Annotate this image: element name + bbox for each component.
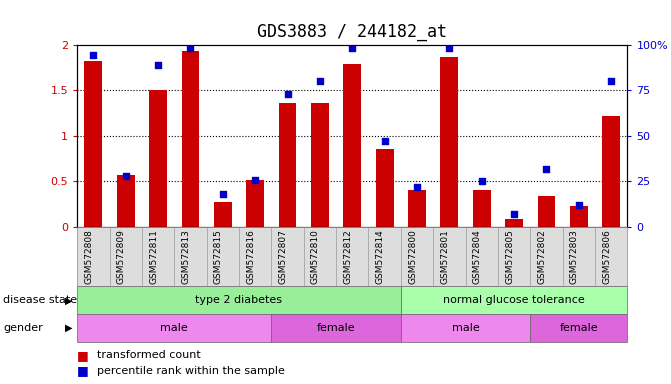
Text: ▶: ▶ [65, 323, 72, 333]
Text: ■: ■ [77, 364, 89, 377]
Point [120, 173, 131, 179]
Bar [214, 202, 231, 227]
Text: GSM572802: GSM572802 [537, 229, 546, 284]
Text: GSM572801: GSM572801 [440, 229, 450, 284]
Text: GSM572810: GSM572810 [311, 229, 320, 284]
Text: GSM572814: GSM572814 [376, 229, 384, 284]
Point [411, 184, 422, 190]
Text: female: female [560, 323, 598, 333]
Text: GSM572806: GSM572806 [602, 229, 611, 284]
Point [217, 191, 228, 197]
Point [88, 53, 99, 59]
Text: transformed count: transformed count [97, 350, 201, 360]
Text: GSM572805: GSM572805 [505, 229, 514, 284]
Point [476, 178, 487, 184]
Point [185, 45, 196, 51]
Point [282, 91, 293, 97]
Text: GSM572811: GSM572811 [149, 229, 158, 284]
Point [541, 166, 552, 172]
Bar [85, 61, 102, 227]
Point [444, 45, 455, 51]
Text: GSM572815: GSM572815 [214, 229, 223, 284]
Text: percentile rank within the sample: percentile rank within the sample [97, 366, 285, 376]
Bar [570, 206, 588, 227]
Text: GDS3883 / 244182_at: GDS3883 / 244182_at [257, 23, 448, 41]
Text: GSM572803: GSM572803 [570, 229, 579, 284]
Text: ■: ■ [77, 349, 89, 362]
Text: gender: gender [3, 323, 43, 333]
Bar [440, 57, 458, 227]
Point [606, 78, 617, 84]
Point [153, 61, 164, 68]
Bar [537, 196, 556, 227]
Text: GSM572804: GSM572804 [473, 229, 482, 284]
Text: GSM572809: GSM572809 [117, 229, 125, 284]
Text: male: male [452, 323, 480, 333]
Bar [149, 90, 167, 227]
Bar [473, 190, 491, 227]
Text: female: female [317, 323, 356, 333]
Point [347, 45, 358, 51]
Bar [376, 149, 393, 227]
Bar [408, 190, 426, 227]
Text: GSM572813: GSM572813 [181, 229, 191, 284]
Text: ▶: ▶ [65, 295, 72, 305]
Point [315, 78, 325, 84]
Text: disease state: disease state [3, 295, 77, 305]
Bar [311, 103, 329, 227]
Bar [117, 175, 135, 227]
Bar [505, 219, 523, 227]
Text: GSM572800: GSM572800 [408, 229, 417, 284]
Point [509, 211, 519, 217]
Point [574, 202, 584, 208]
Text: GSM572816: GSM572816 [246, 229, 255, 284]
Bar [278, 103, 297, 227]
Text: GSM572807: GSM572807 [278, 229, 288, 284]
Bar [603, 116, 620, 227]
Bar [246, 180, 264, 227]
Text: male: male [160, 323, 188, 333]
Point [379, 138, 390, 144]
Point [250, 177, 260, 183]
Bar [182, 51, 199, 227]
Text: type 2 diabetes: type 2 diabetes [195, 295, 282, 305]
Text: normal glucose tolerance: normal glucose tolerance [444, 295, 585, 305]
Text: GSM572812: GSM572812 [344, 229, 352, 284]
Text: GSM572808: GSM572808 [85, 229, 93, 284]
Bar [344, 64, 361, 227]
